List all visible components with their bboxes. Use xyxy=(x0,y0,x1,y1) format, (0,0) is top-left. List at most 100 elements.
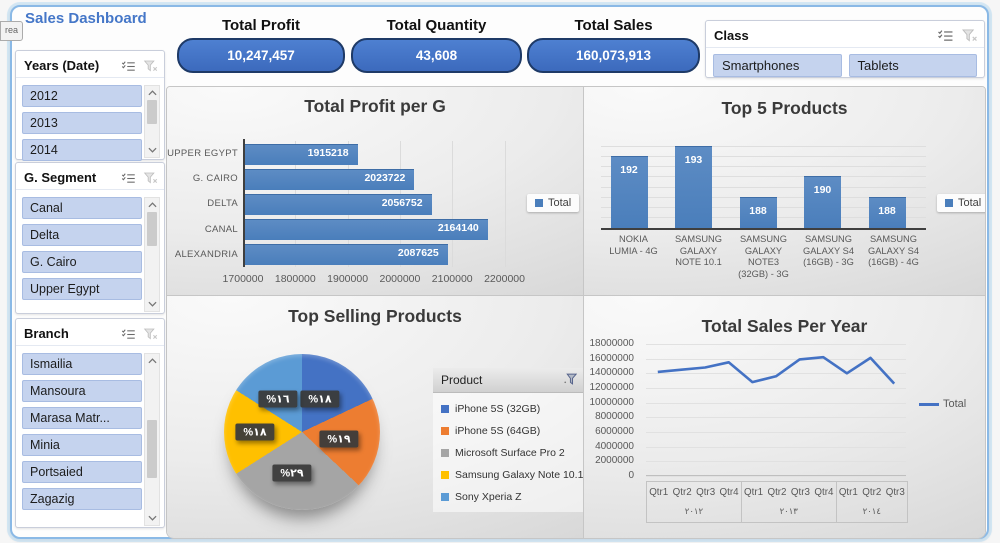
sales-line xyxy=(657,355,896,385)
clear-filter-icon[interactable] xyxy=(961,29,978,42)
slicer-item-2013[interactable]: 2013 xyxy=(22,112,142,134)
class-item-smartphones[interactable]: Smartphones xyxy=(713,54,842,77)
bar-samsung-galaxy-note-10-1: 193 xyxy=(675,146,712,228)
category-label: SAMSUNG GALAXY NOTE 10.1 xyxy=(674,234,722,268)
legend-label: Total xyxy=(548,197,572,209)
category-label: SAMSUNG GALAXY NOTE3 (32GB) - 3G xyxy=(738,234,789,279)
clear-filter-icon[interactable] xyxy=(143,328,158,340)
chart-title: Total Sales Per Year xyxy=(701,316,868,336)
scroll-down-icon[interactable] xyxy=(145,143,159,157)
slicer-title: G. Segment xyxy=(24,170,97,185)
category-axis: NOKIA LUMIA - 4G SAMSUNG GALAXY NOTE 10.1… xyxy=(601,234,926,280)
chart-title: Total Profit per G xyxy=(304,96,446,116)
scroll-up-icon[interactable] xyxy=(145,86,159,100)
slicer-item-zagazig[interactable]: Zagazig xyxy=(22,488,142,510)
slicer-title: Class xyxy=(714,28,749,43)
category-label: G. CAIRO xyxy=(192,173,238,185)
slicer-item-minia[interactable]: Minia xyxy=(22,434,142,456)
legend-label: iPhone 5S (32GB) xyxy=(455,403,541,415)
slicer-item-canal[interactable]: Canal xyxy=(22,197,142,219)
line-plot xyxy=(646,344,906,477)
slicer-item-portsaied[interactable]: Portsaied xyxy=(22,461,142,483)
data-label: 192 xyxy=(620,164,638,177)
gridline xyxy=(646,461,906,463)
bar-delta: 2056752 xyxy=(245,194,432,215)
category-label: NOKIA LUMIA - 4G xyxy=(609,234,658,256)
scrollbar-thumb[interactable] xyxy=(147,420,157,478)
class-item-tablets[interactable]: Tablets xyxy=(848,54,977,77)
kpi-value-pill: 160,073,913 xyxy=(527,38,700,73)
scroll-down-icon[interactable] xyxy=(145,297,159,311)
slicer-item-upper-egypt[interactable]: Upper Egypt xyxy=(22,278,142,300)
multi-select-icon[interactable] xyxy=(937,29,954,42)
period-axis: Qtr1 Qtr2 Qtr3 Qtr4 ٢٠١٢ Qtr1 Qtr2 Qtr3 Qtr4 ٢٠١٣… xyxy=(646,481,908,523)
quarter-label: Qtr2 xyxy=(862,486,882,498)
year-label: ٢٠١٢ xyxy=(684,506,704,516)
slicer-item-marasa-matr[interactable]: Marasa Matr... xyxy=(22,407,142,429)
value-axis: 1700000 1800000 1900000 2000000 2100000 22000… xyxy=(223,273,533,287)
slicer-item-delta[interactable]: Delta xyxy=(22,224,142,246)
legend-field-button[interactable]: Product xyxy=(433,368,583,393)
filter-dropdown-icon[interactable] xyxy=(564,373,578,388)
dashboard-title: Sales Dashboard xyxy=(25,10,147,27)
legend-swatch xyxy=(441,449,449,457)
bar-g-cairo: 2023722 xyxy=(245,168,415,190)
slicer-item-g-cairo[interactable]: G. Cairo xyxy=(22,251,142,273)
quarter-label: Qtr4 xyxy=(719,486,739,498)
kpi-label: Total Quantity xyxy=(386,17,487,34)
year-group-٢٠١٢: Qtr1 Qtr2 Qtr3 Qtr4 ٢٠١٢ xyxy=(647,482,742,522)
category-label: ALEXANDRIA xyxy=(174,248,238,260)
bar-alexandria: 2087625 xyxy=(245,244,448,266)
clear-filter-icon[interactable] xyxy=(143,60,158,72)
scroll-down-icon[interactable] xyxy=(145,511,159,525)
slicer-g-segment: G. Segment Canal Delta G. Cairo Upper Egypt xyxy=(15,162,165,314)
gridline xyxy=(601,146,926,148)
category-label: CANAL xyxy=(204,223,238,235)
quarter-label: Qtr3 xyxy=(696,486,716,498)
gridline xyxy=(601,166,926,168)
area-tab-fragment[interactable]: rea xyxy=(0,21,23,41)
scrollbar[interactable] xyxy=(144,85,160,158)
quarter-row: Qtr1 Qtr2 Qtr3 Qtr4 xyxy=(742,482,836,502)
gridline xyxy=(646,476,906,477)
kpi-value-pill: 43,608 xyxy=(351,38,522,73)
scroll-up-icon[interactable] xyxy=(145,198,159,212)
kpi-label: Total Profit xyxy=(221,17,301,34)
legend-total: Total xyxy=(527,194,580,212)
quarter-label: Qtr3 xyxy=(885,486,905,498)
y-axis-tick: 14000000 xyxy=(589,367,635,379)
bar-samsung-galaxy-note3-32gb-3g: 188 xyxy=(739,196,777,228)
slicer-title: Years (Date) xyxy=(24,58,100,73)
multi-select-icon[interactable] xyxy=(121,172,136,184)
scrollbar[interactable] xyxy=(144,353,160,526)
clear-filter-icon[interactable] xyxy=(143,172,158,184)
legend-label: Microsoft Surface Pro 2 xyxy=(455,447,565,459)
slicer-item-2012[interactable]: 2012 xyxy=(22,85,142,107)
multi-select-icon[interactable] xyxy=(121,60,136,72)
multi-select-icon[interactable] xyxy=(121,328,136,340)
legend-swatch xyxy=(945,199,953,207)
x-axis-tick: 1800000 xyxy=(274,273,316,285)
x-axis-line xyxy=(646,475,906,476)
bar-upper-egypt: 1915218 xyxy=(245,143,358,165)
legend-item-iphone-5s-32gb: iPhone 5S (32GB) xyxy=(441,398,579,420)
gridline xyxy=(646,358,906,360)
scrollbar-thumb[interactable] xyxy=(147,212,157,246)
y-axis-tick: 10000000 xyxy=(589,396,635,408)
slicer-item-ismailia[interactable]: Ismailia xyxy=(22,353,142,375)
scroll-up-icon[interactable] xyxy=(145,354,159,368)
slicer-item-mansoura[interactable]: Mansoura xyxy=(22,380,142,402)
bar-plot: 192 193 188 190 188 xyxy=(601,137,926,230)
scrollbar[interactable] xyxy=(144,197,160,312)
quarter-label: Qtr1 xyxy=(649,486,669,498)
y-axis-tick: 16000000 xyxy=(589,352,635,364)
gridline xyxy=(646,373,906,375)
pie-legend-items: iPhone 5S (32GB) iPhone 5S (64GB) Microsof… xyxy=(433,393,583,512)
slicer-item-2014[interactable]: 2014 xyxy=(22,139,142,161)
bar-nokia-lumia-4g: 192 xyxy=(610,156,648,228)
pie-legend: Product iPhone 5S (32GB) iPhone 5S (64GB)… xyxy=(433,368,583,512)
data-label: 2164140 xyxy=(437,222,479,235)
scrollbar-thumb[interactable] xyxy=(147,100,157,124)
bar-samsung-galaxy-s4-16gb-3g: 190 xyxy=(804,176,841,228)
quarter-row: Qtr1 Qtr2 Qtr3 Qtr4 xyxy=(647,482,741,502)
